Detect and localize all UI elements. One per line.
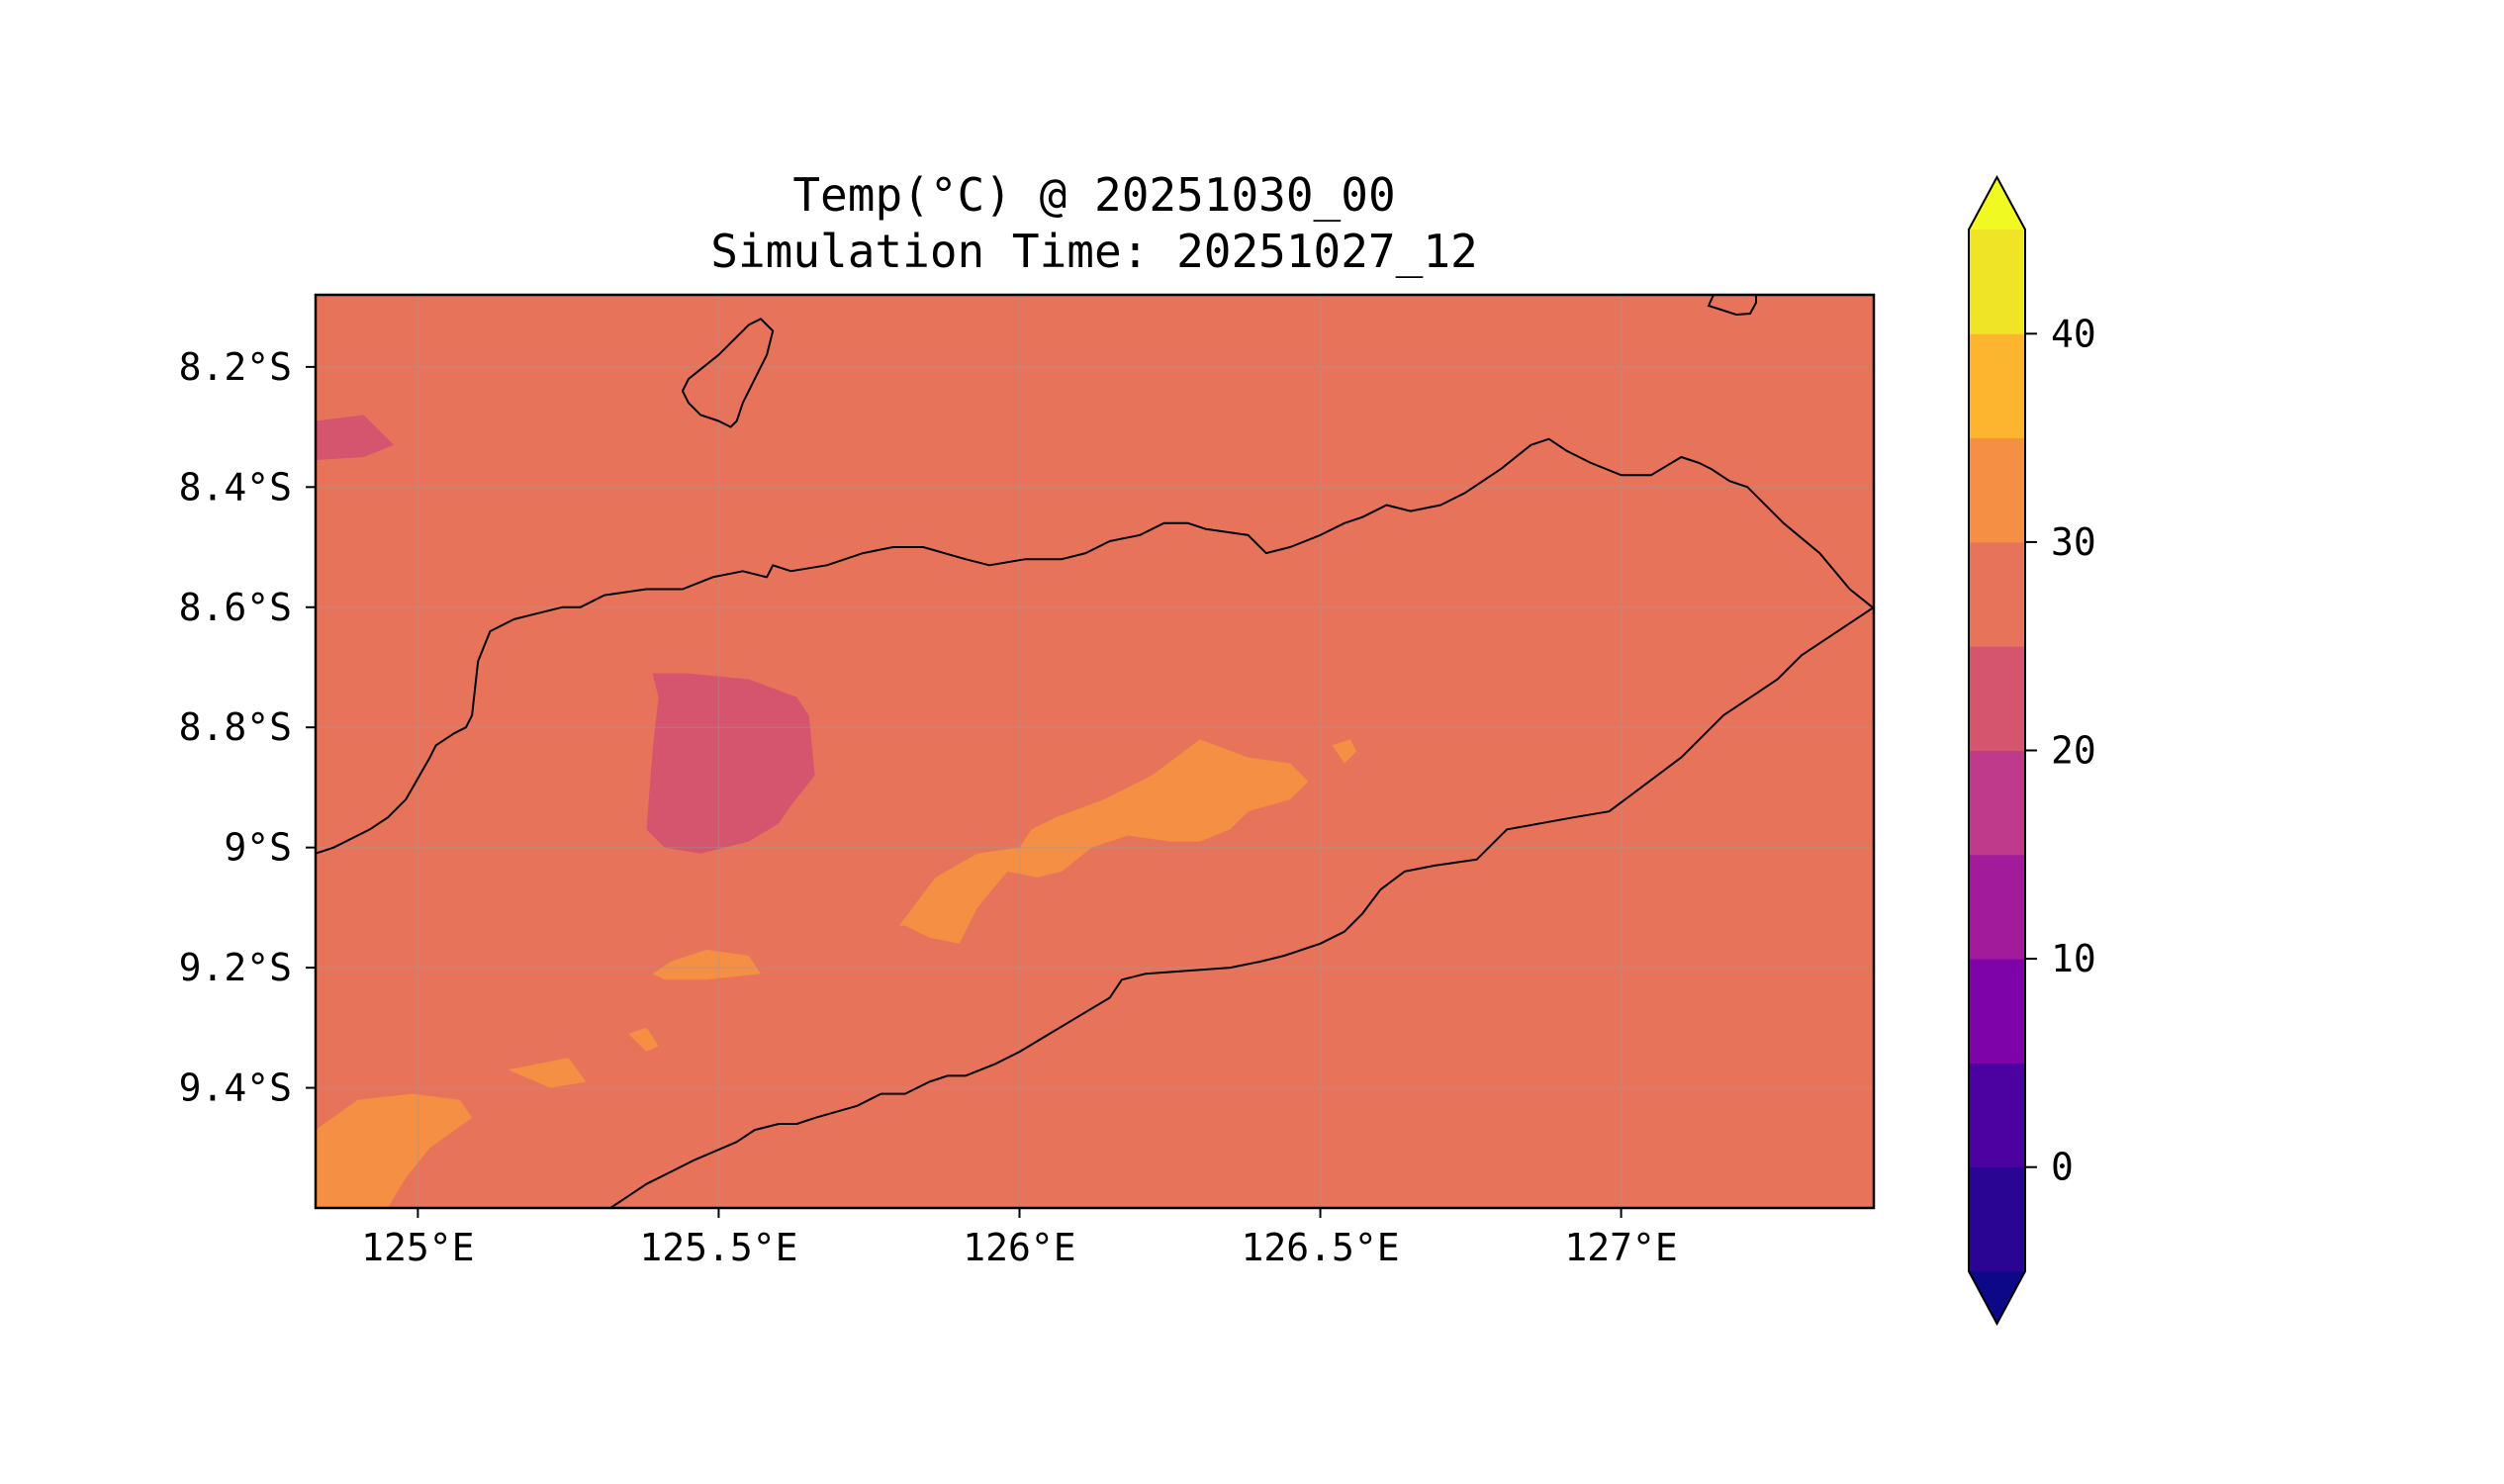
colorbar-segment	[1969, 750, 2025, 856]
colorbar-tick-label: 10	[2051, 937, 2096, 980]
y-tick-label: 8.8°S	[179, 705, 292, 749]
islet-northeast	[1707, 295, 1757, 317]
warm-blob-southwest	[316, 1093, 473, 1208]
atauro-island	[681, 318, 775, 428]
map-frame	[314, 293, 1876, 1210]
colorbar-outline	[1968, 174, 2026, 1327]
x-tick-label: 125°E	[361, 1226, 474, 1269]
x-tick-label: 125.5°E	[639, 1226, 797, 1269]
timor-main	[607, 605, 1874, 1208]
warm-band-south-coast	[898, 739, 1309, 944]
colorbar-segment	[1969, 437, 2025, 543]
warm-blob-south-2	[628, 1027, 659, 1053]
colorbar-segment	[1969, 854, 2025, 960]
y-tick-label: 9°S	[224, 826, 292, 870]
cool-patch-central	[646, 673, 815, 854]
timor-north-coast	[316, 437, 1874, 855]
map-subtitle: Simulation Time: 20251027_12	[710, 225, 1478, 278]
colorbar-segment	[1969, 541, 2025, 647]
temperature-contours	[316, 415, 1356, 1208]
colorbar-segment	[1969, 1166, 2025, 1272]
y-tick-label: 9.4°S	[179, 1067, 292, 1110]
x-tick-label: 126°E	[963, 1226, 1075, 1269]
colorbar-segment	[1969, 646, 2025, 751]
background-temperature-field	[316, 295, 1874, 1208]
colorbar-extend-low	[1969, 1271, 2025, 1324]
colorbar-segment	[1969, 1063, 2025, 1168]
warm-blob-south-1	[652, 949, 761, 980]
colorbar-extend-high	[1969, 177, 2025, 230]
map-title: Temp(°C) @ 20251030_00	[792, 168, 1396, 222]
x-tick-label: 126.5°E	[1241, 1226, 1399, 1269]
longitude-ticks: 125°E 125.5°E 126°E 126.5°E 127°E	[361, 1208, 1678, 1269]
colorbar-segment	[1969, 333, 2025, 439]
map-plot-area	[316, 295, 1874, 1208]
coastlines	[316, 295, 1874, 1208]
gridlines	[316, 295, 1874, 1208]
colorbar-tick-label: 20	[2051, 729, 2096, 773]
colorbar-tick-label: 0	[2051, 1146, 2074, 1189]
warm-blob-south-3	[508, 1058, 587, 1088]
colorbar-tick-label: 40	[2051, 312, 2096, 355]
cool-patch-northwest	[316, 415, 395, 460]
colorbar-segment	[1969, 230, 2025, 334]
y-tick-label: 8.4°S	[179, 465, 292, 509]
y-tick-label: 9.2°S	[179, 946, 292, 989]
latitude-ticks: 8.2°S 8.4°S 8.6°S 8.8°S 9°S 9.2°S 9.4°S	[179, 345, 316, 1110]
y-tick-label: 8.2°S	[179, 345, 292, 389]
warm-speck-east	[1332, 739, 1356, 764]
y-tick-label: 8.6°S	[179, 586, 292, 629]
colorbar-tick-label: 30	[2051, 520, 2096, 564]
colorbar: 0 10 20 30 40	[1968, 174, 2096, 1327]
colorbar-segment	[1969, 959, 2025, 1064]
x-tick-label: 127°E	[1564, 1226, 1677, 1269]
